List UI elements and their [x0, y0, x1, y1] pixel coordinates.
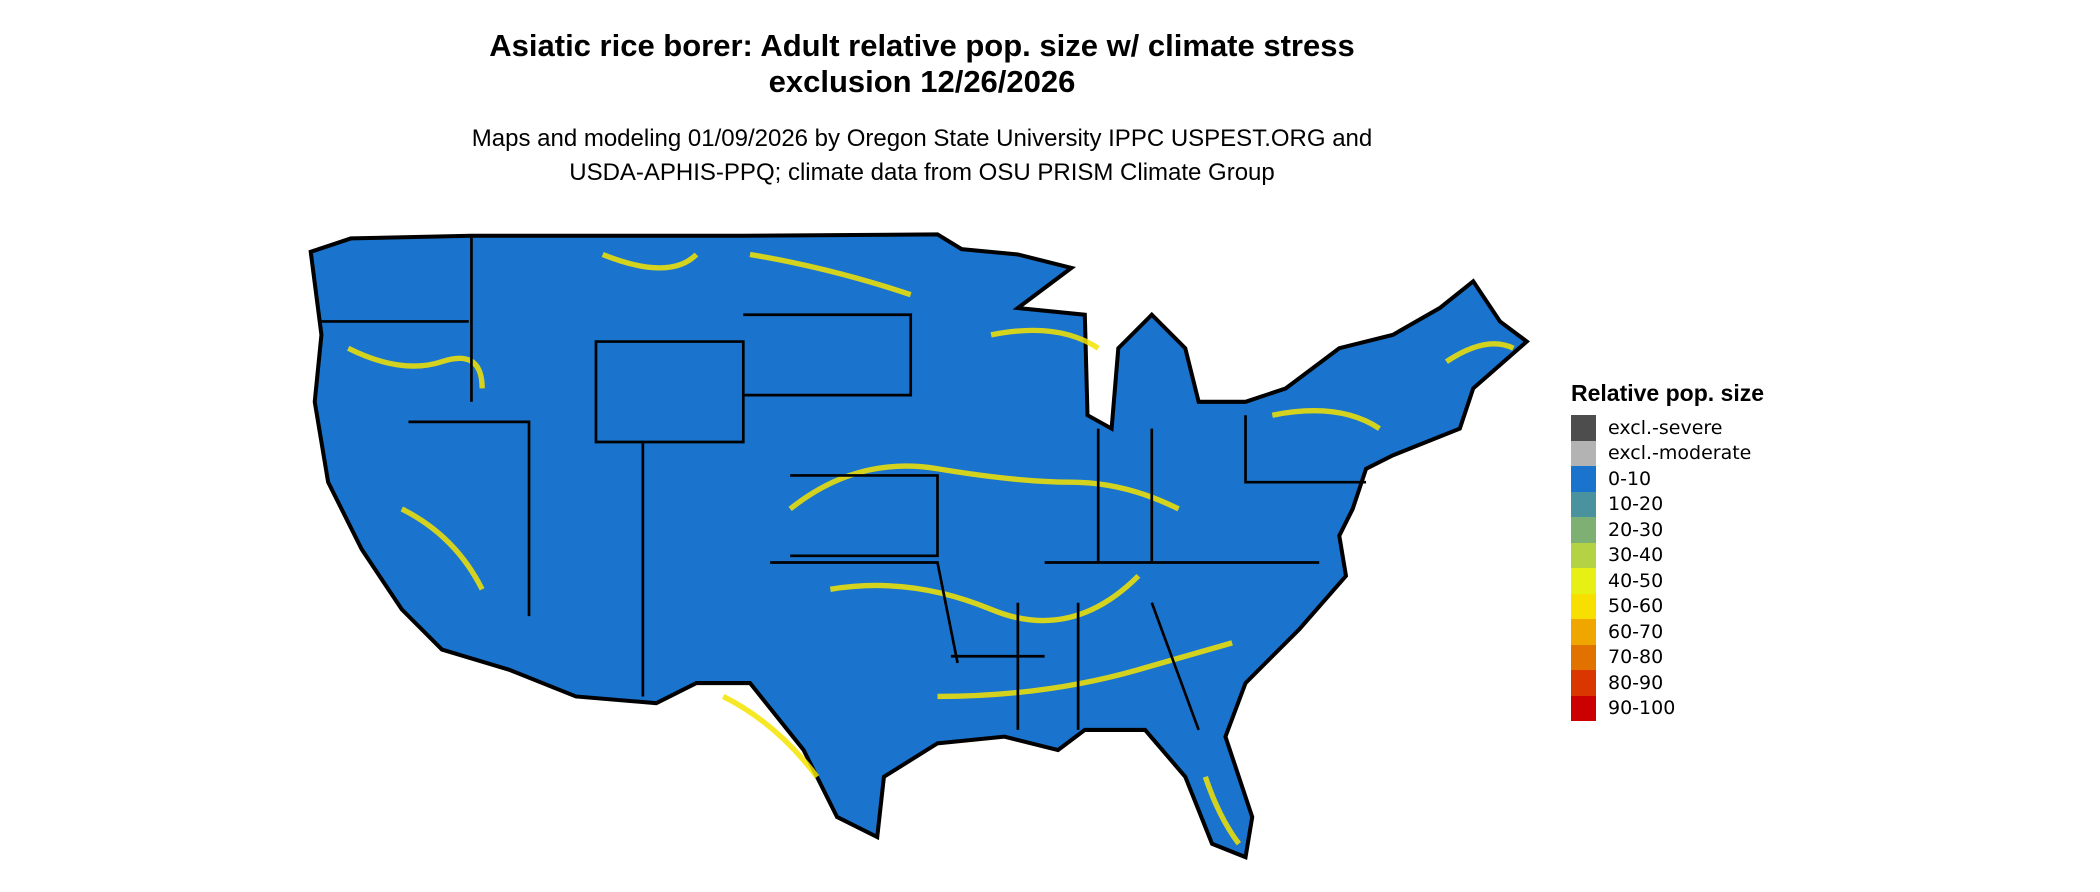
legend-label: 80-90 — [1608, 671, 1664, 694]
legend-swatch — [1571, 517, 1596, 543]
legend-item: 10-20 — [1571, 491, 1764, 517]
state-borders — [321, 235, 1367, 731]
hotspot-band — [1444, 341, 1515, 364]
hotspot-band — [749, 251, 912, 298]
legend-items: excl.-severe excl.-moderate 0-10 10-20 20-30… — [1571, 415, 1764, 721]
legend-label: 30-40 — [1608, 544, 1664, 567]
legend-label: 10-20 — [1608, 493, 1664, 516]
us-outline — [308, 232, 1530, 860]
legend-title: Relative pop. size — [1571, 380, 1765, 406]
hotspot-band — [788, 463, 1180, 512]
legend-swatch — [1571, 440, 1596, 466]
hotspot-band — [722, 694, 820, 779]
hotspot-band — [937, 640, 1233, 700]
legend: Relative pop. size excl.-severe excl.-mod… — [1571, 380, 1764, 721]
legend-item: excl.-moderate — [1571, 440, 1764, 466]
legend-swatch — [1571, 670, 1596, 696]
legend-label: 40-50 — [1608, 569, 1664, 592]
hotspot-band — [1202, 775, 1241, 846]
legend-label: 20-30 — [1608, 518, 1664, 541]
hotspot-band — [829, 574, 1141, 624]
legend-item: 60-70 — [1571, 619, 1764, 645]
legend-label: excl.-severe — [1608, 416, 1723, 439]
legend-item: 50-60 — [1571, 593, 1764, 619]
hotspot-band — [1271, 408, 1381, 431]
legend-item: 90-100 — [1571, 695, 1764, 721]
legend-swatch — [1571, 542, 1596, 568]
map-title-line-1: Asiatic rice borer: Adult relative pop. … — [489, 28, 1355, 63]
map-title-line-2: exclusion 12/26/2026 — [768, 64, 1076, 99]
subtitle-line-2: USDA-APHIS-PPQ; climate data from OSU PR… — [569, 159, 1275, 186]
legend-swatch — [1571, 644, 1596, 670]
hotspot-band — [990, 327, 1100, 351]
hotspot-band — [347, 345, 485, 389]
legend-swatch — [1571, 593, 1596, 619]
legend-swatch — [1571, 491, 1596, 517]
hotspot-bands — [347, 251, 1515, 846]
legend-item: 80-90 — [1571, 670, 1764, 696]
legend-label: excl.-moderate — [1608, 442, 1752, 465]
legend-label: 0-10 — [1608, 467, 1652, 490]
legend-item: 30-40 — [1571, 542, 1764, 568]
hotspot-band — [601, 251, 699, 271]
legend-swatch — [1571, 568, 1596, 594]
legend-swatch — [1571, 695, 1596, 721]
legend-swatch — [1571, 619, 1596, 645]
legend-label: 60-70 — [1608, 620, 1664, 643]
legend-item: 40-50 — [1571, 568, 1764, 594]
subtitle-line-1: Maps and modeling 01/09/2026 by Oregon S… — [471, 125, 1373, 152]
legend-item: excl.-severe — [1571, 415, 1764, 441]
legend-label: 90-100 — [1608, 697, 1676, 720]
legend-label: 50-60 — [1608, 595, 1664, 618]
legend-label: 70-80 — [1608, 646, 1664, 669]
legend-swatch — [1571, 466, 1596, 492]
legend-item: 20-30 — [1571, 517, 1764, 543]
hotspot-band — [400, 506, 485, 591]
legend-item: 70-80 — [1571, 644, 1764, 670]
legend-swatch — [1571, 415, 1596, 441]
legend-item: 0-10 — [1571, 466, 1764, 492]
